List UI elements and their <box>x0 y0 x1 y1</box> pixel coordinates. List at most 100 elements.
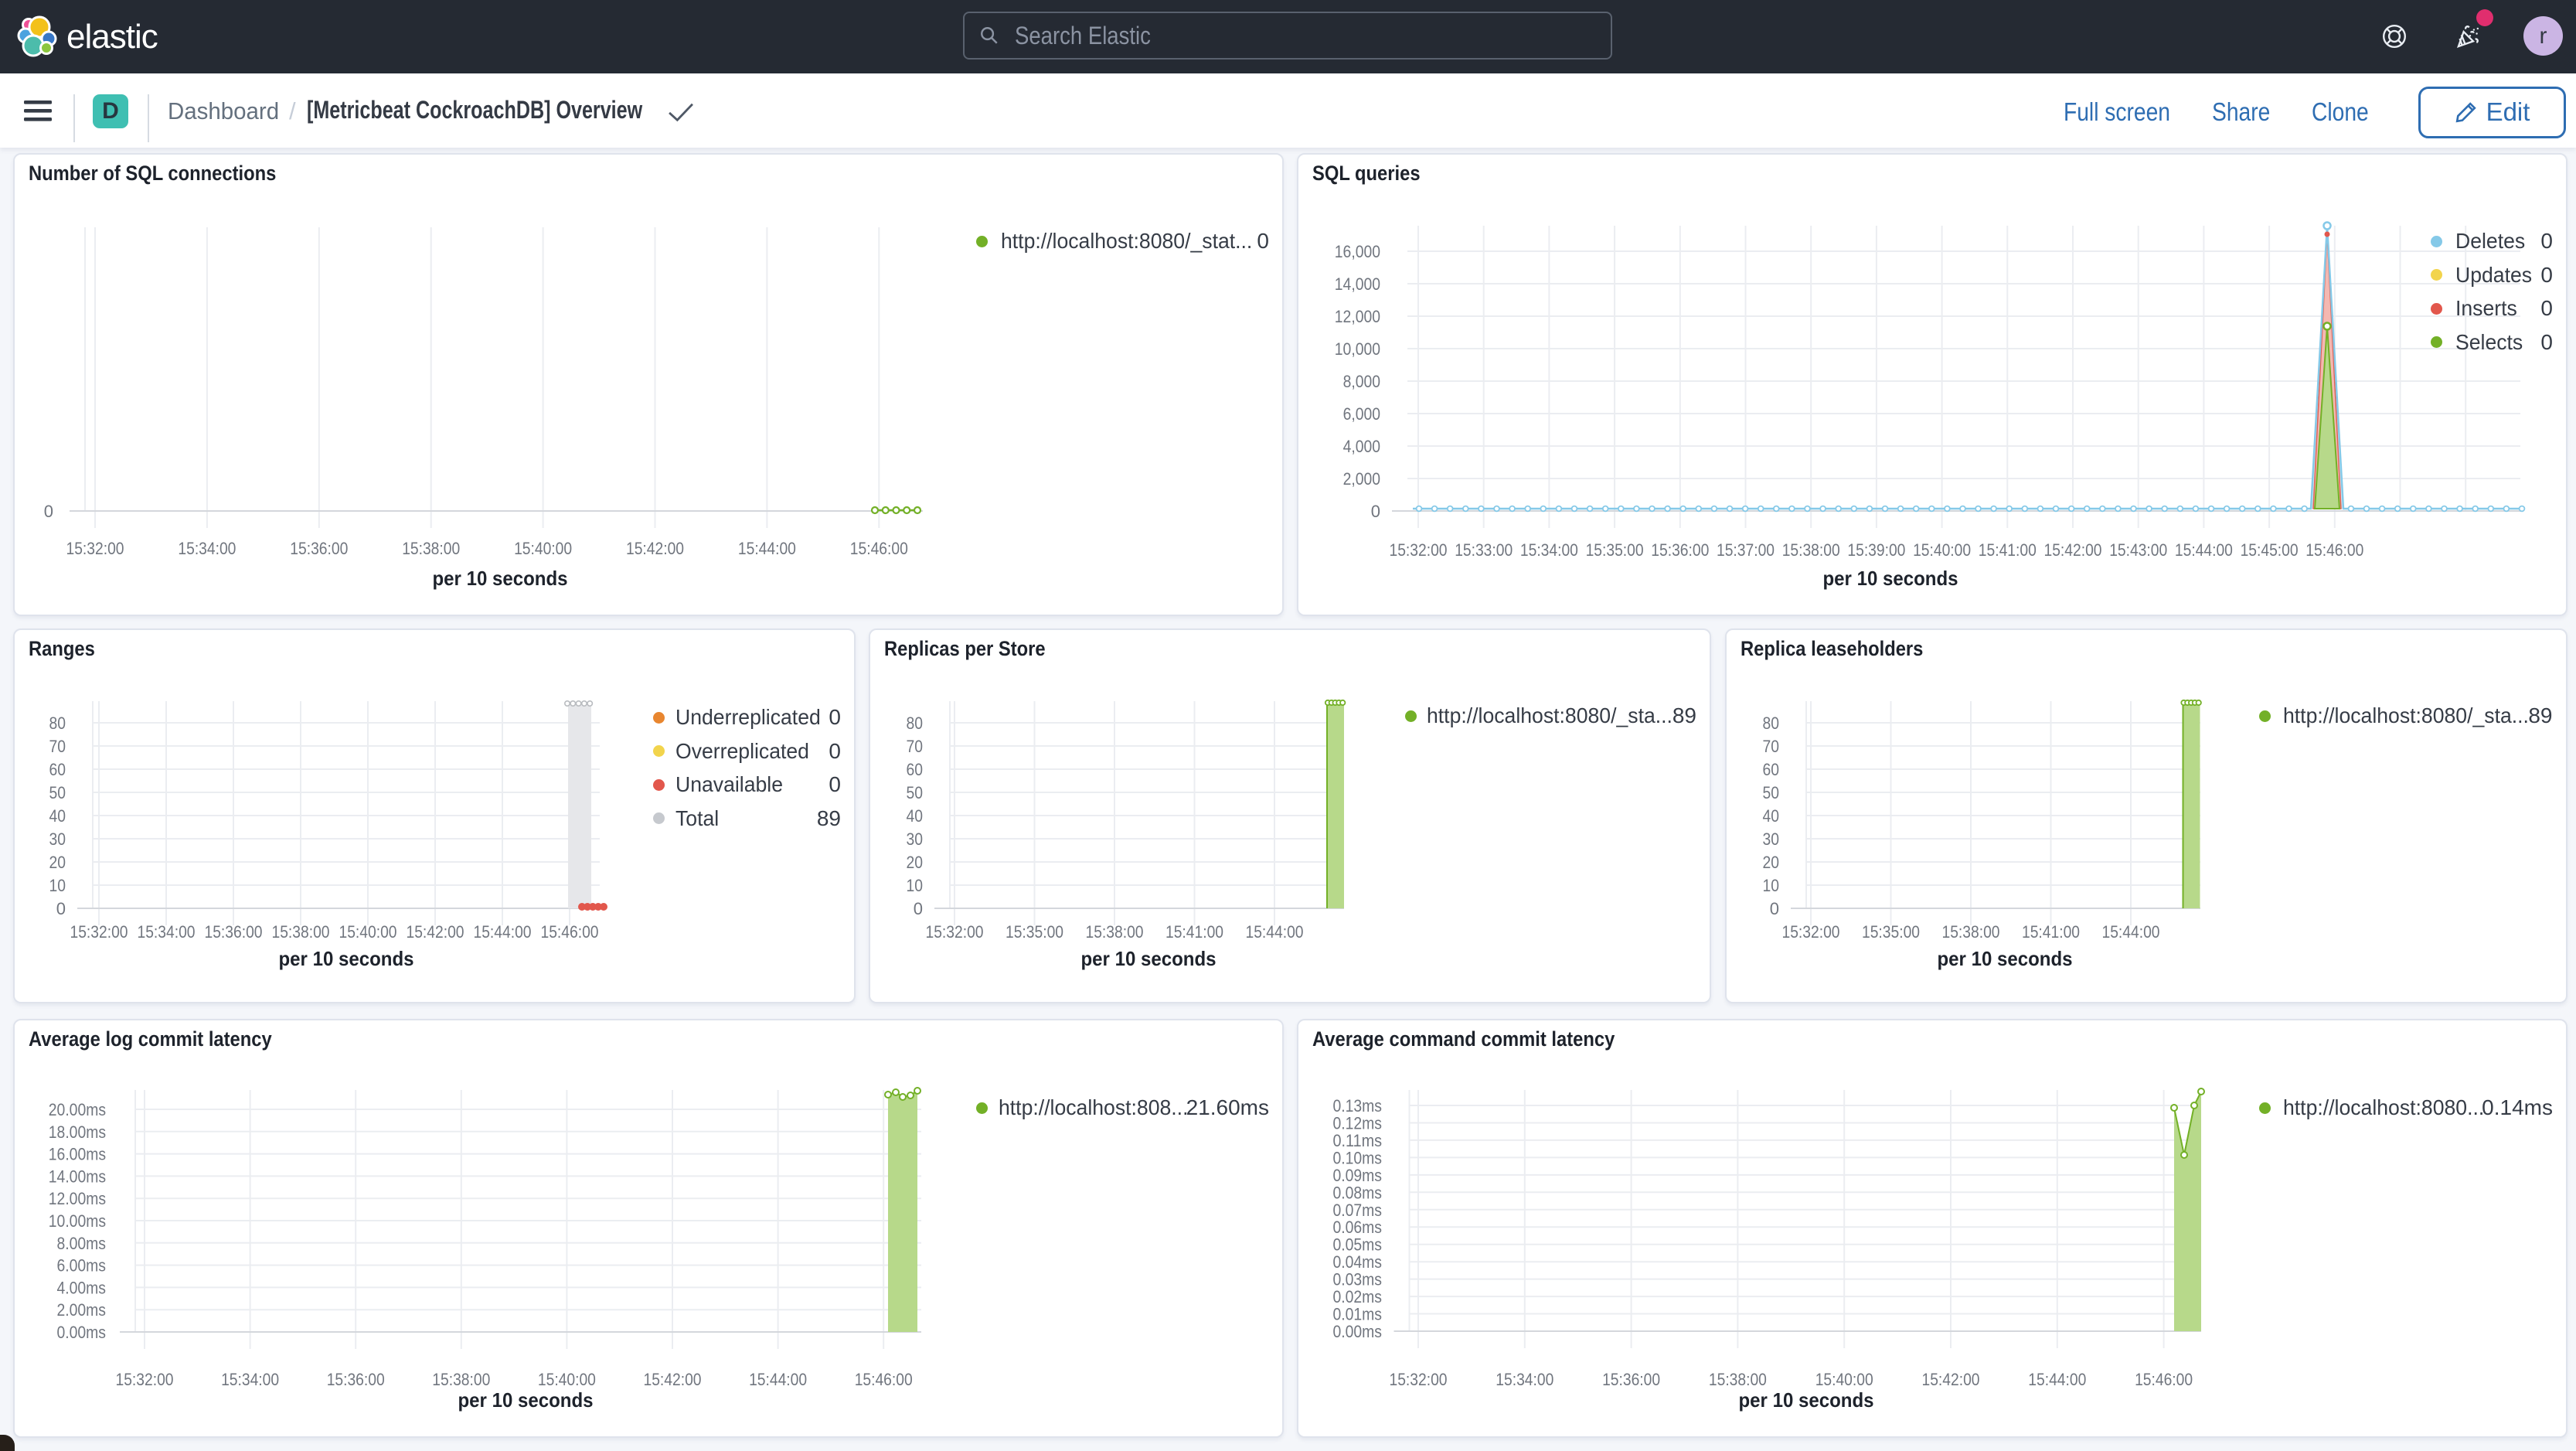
svg-text:15:44:00: 15:44:00 <box>1246 922 1304 942</box>
svg-text:2,000: 2,000 <box>1343 469 1380 489</box>
svg-text:10: 10 <box>907 876 924 895</box>
svg-text:per 10 seconds: per 10 seconds <box>433 567 568 590</box>
svg-text:60: 60 <box>907 760 924 779</box>
svg-text:15:44:00: 15:44:00 <box>2028 1370 2086 1389</box>
svg-text:0.05ms: 0.05ms <box>1333 1235 1383 1255</box>
svg-text:15:36:00: 15:36:00 <box>1602 1370 1660 1389</box>
svg-text:15:42:00: 15:42:00 <box>644 1370 702 1389</box>
svg-text:15:38:00: 15:38:00 <box>1086 922 1144 942</box>
svg-text:70: 70 <box>907 737 924 756</box>
svg-text:15:41:00: 15:41:00 <box>1979 540 2037 560</box>
svg-text:0.03ms: 0.03ms <box>1333 1270 1383 1289</box>
svg-text:40: 40 <box>49 806 66 826</box>
svg-text:0: 0 <box>56 899 66 918</box>
svg-text:20: 20 <box>907 853 924 872</box>
svg-text:20: 20 <box>1762 853 1779 872</box>
svg-text:15:46:00: 15:46:00 <box>855 1370 913 1389</box>
svg-text:15:32:00: 15:32:00 <box>66 539 124 558</box>
svg-text:12.00ms: 12.00ms <box>49 1189 106 1208</box>
svg-text:15:46:00: 15:46:00 <box>2305 540 2363 560</box>
svg-text:15:32:00: 15:32:00 <box>1781 922 1839 942</box>
svg-text:15:37:00: 15:37:00 <box>1717 540 1775 560</box>
svg-text:15:38:00: 15:38:00 <box>272 922 330 942</box>
svg-text:per 10 seconds: per 10 seconds <box>1739 1388 1874 1412</box>
svg-text:15:44:00: 15:44:00 <box>2101 922 2159 942</box>
svg-text:50: 50 <box>49 783 66 802</box>
svg-text:15:42:00: 15:42:00 <box>407 922 464 942</box>
svg-text:0.04ms: 0.04ms <box>1333 1252 1383 1272</box>
svg-text:0.09ms: 0.09ms <box>1333 1166 1383 1185</box>
svg-text:15:34:00: 15:34:00 <box>1520 540 1578 560</box>
svg-text:15:32:00: 15:32:00 <box>70 922 128 942</box>
svg-text:15:38:00: 15:38:00 <box>432 1370 490 1389</box>
svg-text:15:38:00: 15:38:00 <box>1709 1370 1767 1389</box>
svg-text:4,000: 4,000 <box>1343 437 1380 456</box>
svg-text:15:35:00: 15:35:00 <box>1586 540 1644 560</box>
svg-text:0: 0 <box>44 502 53 521</box>
svg-text:0.02ms: 0.02ms <box>1333 1287 1383 1306</box>
svg-text:70: 70 <box>1762 737 1779 756</box>
svg-text:0.01ms: 0.01ms <box>1333 1305 1383 1324</box>
svg-text:50: 50 <box>1762 783 1779 802</box>
svg-text:0.12ms: 0.12ms <box>1333 1114 1383 1133</box>
svg-text:30: 30 <box>907 829 924 849</box>
svg-text:15:34:00: 15:34:00 <box>1496 1370 1553 1389</box>
svg-text:15:34:00: 15:34:00 <box>221 1370 279 1389</box>
svg-text:15:40:00: 15:40:00 <box>339 922 397 942</box>
svg-text:14.00ms: 14.00ms <box>49 1167 106 1186</box>
svg-text:0.13ms: 0.13ms <box>1333 1096 1383 1115</box>
svg-text:18.00ms: 18.00ms <box>49 1122 106 1142</box>
svg-text:4.00ms: 4.00ms <box>57 1278 107 1297</box>
svg-text:15:40:00: 15:40:00 <box>1815 1370 1873 1389</box>
svg-text:15:38:00: 15:38:00 <box>402 539 460 558</box>
svg-text:15:39:00: 15:39:00 <box>1847 540 1905 560</box>
svg-text:15:36:00: 15:36:00 <box>205 922 263 942</box>
svg-text:0.00ms: 0.00ms <box>57 1323 107 1342</box>
svg-text:15:32:00: 15:32:00 <box>926 922 984 942</box>
svg-text:15:44:00: 15:44:00 <box>2175 540 2233 560</box>
svg-text:15:38:00: 15:38:00 <box>1782 540 1840 560</box>
svg-text:15:34:00: 15:34:00 <box>138 922 196 942</box>
svg-text:10,000: 10,000 <box>1335 339 1380 359</box>
svg-text:15:33:00: 15:33:00 <box>1455 540 1513 560</box>
svg-text:80: 80 <box>1762 714 1779 733</box>
svg-text:per 10 seconds: per 10 seconds <box>1823 567 1958 590</box>
svg-text:15:42:00: 15:42:00 <box>1922 1370 1980 1389</box>
svg-text:per 10 seconds: per 10 seconds <box>458 1388 594 1412</box>
svg-text:40: 40 <box>907 806 924 826</box>
svg-text:15:40:00: 15:40:00 <box>1913 540 1971 560</box>
svg-text:14,000: 14,000 <box>1335 274 1380 294</box>
svg-text:per 10 seconds: per 10 seconds <box>1937 947 2072 970</box>
svg-text:15:44:00: 15:44:00 <box>474 922 532 942</box>
svg-text:15:43:00: 15:43:00 <box>2109 540 2167 560</box>
svg-text:15:38:00: 15:38:00 <box>1941 922 1999 942</box>
svg-text:15:42:00: 15:42:00 <box>626 539 684 558</box>
svg-text:15:46:00: 15:46:00 <box>541 922 599 942</box>
svg-text:15:46:00: 15:46:00 <box>850 539 908 558</box>
svg-text:8.00ms: 8.00ms <box>57 1234 107 1253</box>
svg-text:16,000: 16,000 <box>1335 242 1380 261</box>
svg-text:16.00ms: 16.00ms <box>49 1145 106 1164</box>
svg-text:15:44:00: 15:44:00 <box>738 539 796 558</box>
svg-text:70: 70 <box>49 737 66 756</box>
svg-text:40: 40 <box>1762 806 1779 826</box>
svg-text:6.00ms: 6.00ms <box>57 1256 107 1276</box>
svg-text:8,000: 8,000 <box>1343 372 1380 391</box>
svg-text:0: 0 <box>1769 899 1778 918</box>
svg-text:10.00ms: 10.00ms <box>49 1211 106 1231</box>
svg-text:0.08ms: 0.08ms <box>1333 1183 1383 1202</box>
svg-text:30: 30 <box>49 829 66 849</box>
svg-text:6,000: 6,000 <box>1343 404 1380 424</box>
svg-text:15:35:00: 15:35:00 <box>1006 922 1063 942</box>
svg-text:80: 80 <box>49 714 66 733</box>
svg-text:60: 60 <box>49 760 66 779</box>
svg-text:15:44:00: 15:44:00 <box>749 1370 807 1389</box>
svg-text:2.00ms: 2.00ms <box>57 1300 107 1320</box>
svg-text:20.00ms: 20.00ms <box>49 1100 106 1119</box>
svg-text:0.07ms: 0.07ms <box>1333 1201 1383 1220</box>
svg-text:10: 10 <box>49 876 66 895</box>
svg-text:60: 60 <box>1762 760 1779 779</box>
svg-text:0.10ms: 0.10ms <box>1333 1148 1383 1167</box>
svg-text:12,000: 12,000 <box>1335 307 1380 326</box>
svg-text:30: 30 <box>1762 829 1779 849</box>
